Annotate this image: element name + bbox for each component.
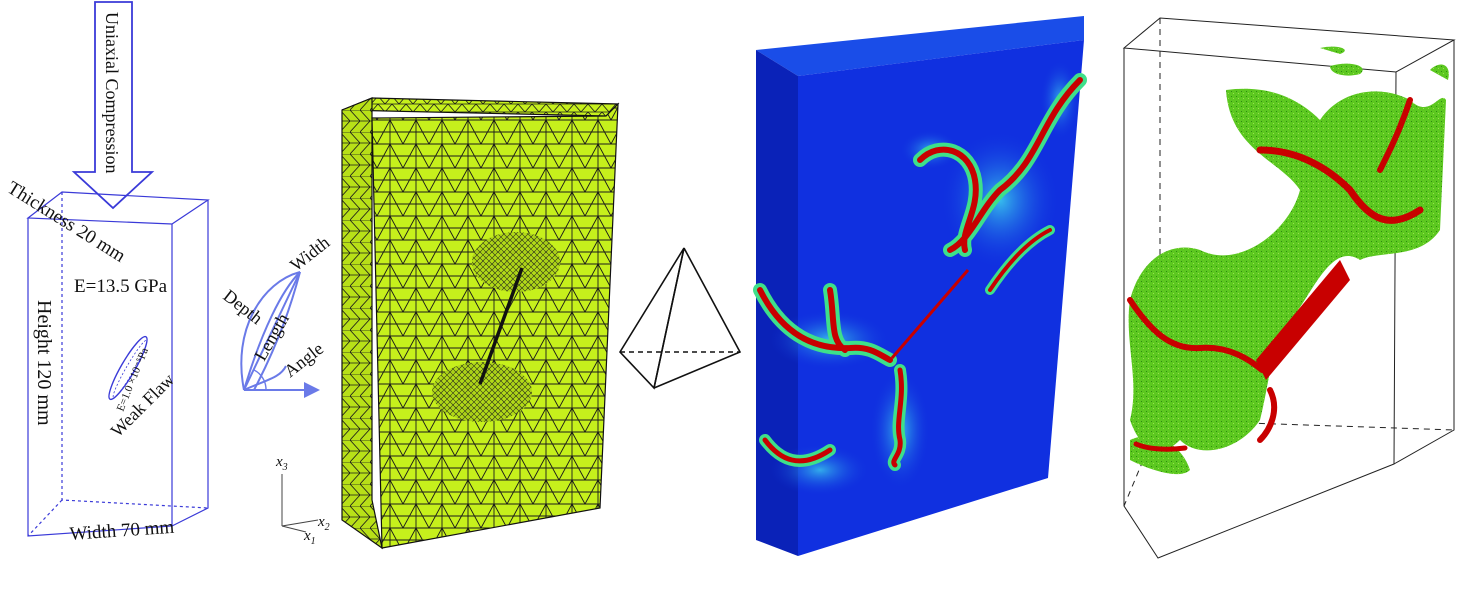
crack-flaw-plane bbox=[1256, 260, 1350, 380]
mesh-refinement-lower bbox=[432, 362, 532, 422]
mesh-top-face bbox=[341, 97, 620, 117]
crack-surface-render bbox=[1122, 17, 1456, 559]
flaw-width-label: Width bbox=[286, 232, 333, 275]
specimen-box bbox=[26, 191, 210, 537]
width-label: Width 70 mm bbox=[69, 517, 175, 545]
height-label: Height 120 mm bbox=[33, 300, 55, 426]
mesh-flaw-line bbox=[478, 267, 524, 385]
flaw-geometry-diagram: Width Depth Length Angle x3 x2 x1 bbox=[220, 232, 334, 547]
field-top-face bbox=[756, 16, 1084, 76]
weak-flaw-ellipse bbox=[108, 335, 148, 401]
axis-x2-label: x2 bbox=[317, 514, 330, 533]
mesh-side-face bbox=[341, 97, 383, 550]
coordinate-axes bbox=[281, 474, 319, 533]
mesh-refinement-upper bbox=[472, 232, 560, 292]
field-flaw-line bbox=[890, 269, 970, 359]
flaw-geometry-shape bbox=[240, 271, 320, 398]
specimen-schematic: Uniaxial Compression Thickness 20 mm Hei… bbox=[3, 1, 210, 545]
compression-arrow-icon bbox=[71, 1, 155, 210]
crack-surface-green bbox=[1128, 46, 1449, 475]
flaw-depth-label: Depth bbox=[220, 285, 267, 328]
tetrahedron-element-icon bbox=[618, 247, 742, 390]
damage-field-contour bbox=[753, 16, 1087, 556]
crack-surface-red bbox=[1127, 97, 1424, 452]
flaw-angle-label: Angle bbox=[280, 338, 327, 381]
axis-x1-label: x1 bbox=[303, 528, 316, 547]
field-crack-bands bbox=[753, 73, 1087, 471]
bounding-box-outline bbox=[1122, 17, 1456, 559]
field-side-face bbox=[756, 50, 798, 556]
loading-label: Uniaxial Compression bbox=[102, 12, 122, 173]
axis-x3-label: x3 bbox=[275, 454, 288, 473]
finite-element-mesh bbox=[341, 97, 620, 550]
modulus-label: E=13.5 GPa bbox=[74, 276, 168, 297]
mesh-front-face bbox=[371, 102, 619, 549]
thickness-label: Thickness 20 mm bbox=[3, 177, 129, 267]
